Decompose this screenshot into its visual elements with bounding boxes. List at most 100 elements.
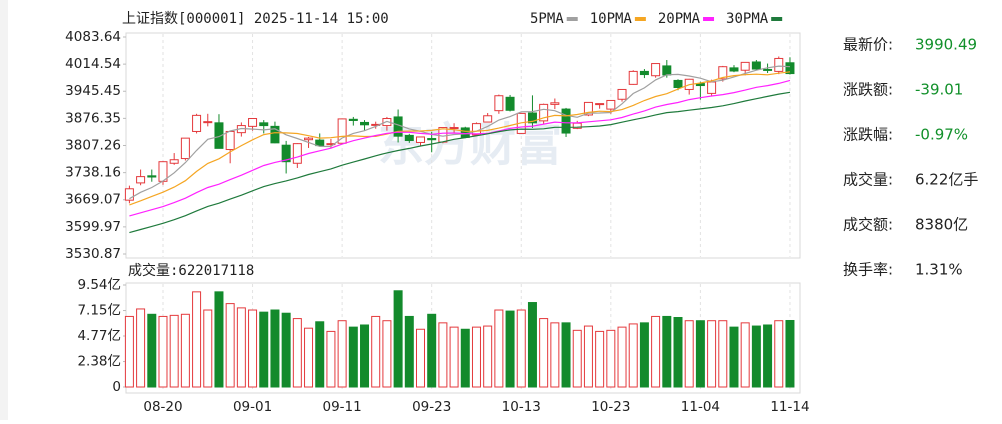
- candle-body: [774, 57, 784, 72]
- volume-bar: [527, 302, 537, 388]
- candle-body: [169, 159, 179, 164]
- volume-bar: [404, 315, 414, 388]
- candle-body: [561, 108, 571, 134]
- volume-bar: [371, 315, 381, 388]
- volume-bar: [136, 308, 146, 388]
- volume-bar: [259, 311, 269, 388]
- candle-body: [729, 67, 739, 72]
- legend-swatch: [703, 17, 715, 21]
- volume-bar: [550, 322, 560, 388]
- volume-bar: [673, 317, 683, 388]
- volume-bar: [192, 291, 202, 388]
- y-tick-label: 3530.87: [65, 246, 121, 262]
- x-tick-label: 09-11: [323, 399, 362, 415]
- volume-bar: [292, 318, 302, 388]
- candle-body: [203, 121, 213, 124]
- volume-bar: [415, 328, 425, 388]
- volume-bar: [483, 325, 493, 388]
- volume-bar: [785, 319, 795, 388]
- volume-bar: [382, 320, 392, 388]
- candle-body: [404, 134, 414, 141]
- candle-body: [270, 125, 280, 144]
- legend-swatch: [566, 17, 578, 21]
- volume-bar: [270, 309, 280, 388]
- volume-bar: [460, 328, 470, 388]
- y-tick-label: 3876.35: [65, 110, 121, 126]
- candle-body: [214, 122, 224, 149]
- volume-bar: [751, 325, 761, 388]
- volume-bar: [169, 314, 179, 388]
- volume-bar: [225, 303, 235, 388]
- ma-line: [129, 71, 791, 206]
- candle-body: [718, 66, 728, 80]
- candle-body: [192, 114, 202, 132]
- y-tick-label: 2.38亿: [77, 354, 121, 370]
- volume-bar: [248, 309, 258, 388]
- ma-line: [129, 91, 791, 234]
- x-tick-label: 08-20: [143, 399, 182, 415]
- candle-body: [304, 137, 314, 141]
- quote-label: 涨跌额:: [843, 81, 893, 99]
- volume-bar: [494, 309, 504, 388]
- volume-bar: [583, 325, 593, 388]
- volume-bar: [740, 322, 750, 388]
- quote-label: 成交量:: [843, 171, 893, 189]
- volume-bar: [214, 291, 224, 388]
- volume-bar: [147, 313, 157, 388]
- quote-value: -39.01: [915, 81, 963, 99]
- chart-title: 上证指数[000001] 2025-11-14 15:00: [122, 11, 389, 27]
- y-tick-label: 3669.07: [65, 192, 121, 208]
- volume-bar: [360, 324, 370, 388]
- side-edge: [0, 0, 8, 420]
- candle-body: [337, 118, 347, 144]
- candle-body: [639, 70, 649, 76]
- candle-body: [785, 62, 795, 75]
- volume-bar: [617, 326, 627, 388]
- candle-body: [136, 176, 146, 184]
- candle-body: [494, 95, 504, 112]
- volume-bar: [281, 312, 291, 388]
- candle-body: [628, 70, 638, 85]
- candle-body: [449, 127, 459, 130]
- candle-body: [617, 88, 627, 100]
- candle-body: [393, 116, 403, 137]
- candle-body: [147, 175, 157, 178]
- candle-body: [651, 63, 661, 77]
- x-tick-label: 09-01: [233, 399, 272, 415]
- volume-bar: [393, 290, 403, 388]
- volume-bar: [438, 322, 448, 388]
- legend-label: 5PMA: [530, 11, 564, 27]
- volume-bar: [304, 327, 314, 388]
- legend-swatch: [634, 17, 646, 21]
- quote-label: 换手率:: [843, 261, 893, 279]
- y-tick-label: 4083.64: [65, 29, 121, 45]
- candle-body: [315, 139, 325, 147]
- candle-body: [707, 81, 717, 94]
- candle-body: [124, 188, 134, 201]
- volume-bar: [639, 322, 649, 388]
- quote-value: -0.97%: [915, 126, 968, 144]
- volume-bar: [236, 307, 246, 388]
- quote-value: 8380亿: [915, 216, 968, 234]
- volume-bar: [427, 313, 437, 388]
- candle-body: [505, 96, 515, 111]
- volume-bar: [729, 326, 739, 388]
- candle-body: [740, 61, 750, 71]
- y-tick-label: 7.15亿: [77, 303, 121, 319]
- candle-body: [248, 118, 258, 127]
- x-tick-label: 11-04: [681, 399, 720, 415]
- volume-bar: [449, 326, 459, 388]
- volume-bar: [628, 323, 638, 388]
- quote-label: 涨跌幅:: [843, 126, 893, 144]
- y-tick-label: 3599.97: [65, 219, 121, 235]
- candle-body: [180, 137, 190, 160]
- y-tick-label: 0: [112, 379, 121, 395]
- candle-body: [673, 79, 683, 88]
- volume-bar: [315, 321, 325, 388]
- ma-line: [129, 79, 791, 217]
- volume-bar: [203, 309, 213, 388]
- volume-bar: [180, 313, 190, 388]
- volume-bar: [348, 326, 358, 388]
